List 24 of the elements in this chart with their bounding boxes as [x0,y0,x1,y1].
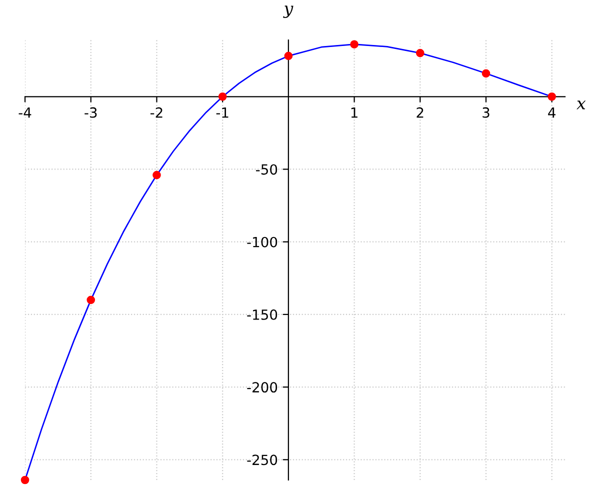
point [416,48,424,58]
x-tick-label: 3 [482,107,490,118]
x-tick-label: -3 [84,107,97,118]
point [350,40,358,49]
x-tick-label: 2 [416,107,424,118]
y-tick-label: -100 [247,236,278,248]
point [218,92,227,101]
point [86,296,96,304]
y-tick-label: -200 [247,382,278,393]
x-tick-label: 4 [548,107,556,118]
point [284,52,293,60]
x-tick-label: -1 [216,107,228,118]
y-tick-label: -50 [256,164,278,175]
x-tick-label: 1 [351,107,358,118]
point [152,170,161,180]
y-tick-label: -150 [247,309,278,320]
x-tick-label: -2 [150,107,162,118]
x-axis-title: x [576,100,586,110]
point [548,92,556,101]
x-tick-label: -4 [18,107,32,118]
point [482,69,490,78]
point [20,476,30,484]
y-axis-title: y [283,6,294,18]
y-tick-label: -250 [247,454,278,466]
